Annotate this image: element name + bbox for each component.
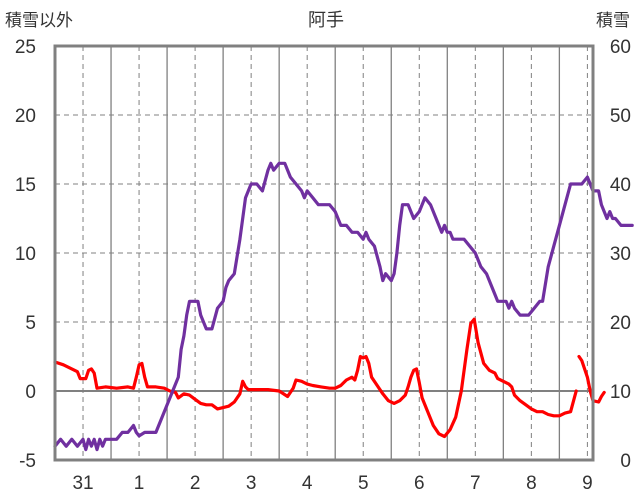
x-tick-label: 2 — [190, 473, 201, 494]
x-tick-label: 4 — [302, 473, 313, 494]
x-tick-label: 9 — [582, 473, 593, 494]
left-axis-label: 積雪以外 — [5, 11, 73, 30]
left-tick-label: 25 — [15, 37, 36, 58]
right-axis-label: 積雪 — [596, 11, 630, 30]
left-tick-label: 5 — [25, 313, 36, 334]
right-tick-label: 50 — [610, 106, 631, 127]
right-tick-label: 10 — [610, 382, 631, 403]
x-tick-label: 7 — [470, 473, 481, 494]
gridlines — [55, 46, 593, 460]
right-tick-label: 30 — [610, 244, 631, 265]
x-tick-label: 31 — [72, 473, 93, 494]
x-tick-label: 8 — [526, 473, 537, 494]
right-tick-label: 0 — [620, 451, 631, 472]
right-tick-label: 20 — [610, 313, 631, 334]
x-tick-label: 6 — [414, 473, 425, 494]
temperature-line — [53, 317, 606, 439]
plot-frame — [53, 44, 595, 462]
x-tick-label: 1 — [134, 473, 145, 494]
left-tick-label: 0 — [25, 382, 36, 403]
right-tick-label: 40 — [610, 175, 631, 196]
right-tick-label: 60 — [610, 37, 631, 58]
right-tick-labels: 0 10 20 30 40 50 60 — [610, 37, 631, 472]
left-tick-labels: -5 0 5 10 15 20 25 — [15, 37, 36, 472]
chart-title: 阿手 — [308, 10, 344, 30]
left-tick-label: -5 — [19, 451, 36, 472]
left-tick-label: 20 — [15, 106, 36, 127]
series-lines — [53, 161, 634, 452]
left-tick-label: 10 — [15, 244, 36, 265]
x-tick-label: 5 — [358, 473, 369, 494]
snow-depth-line — [53, 161, 634, 452]
x-tick-labels: 31 1 2 3 4 5 6 7 8 9 — [72, 473, 592, 494]
left-tick-label: 15 — [15, 175, 36, 196]
x-tick-label: 3 — [246, 473, 257, 494]
